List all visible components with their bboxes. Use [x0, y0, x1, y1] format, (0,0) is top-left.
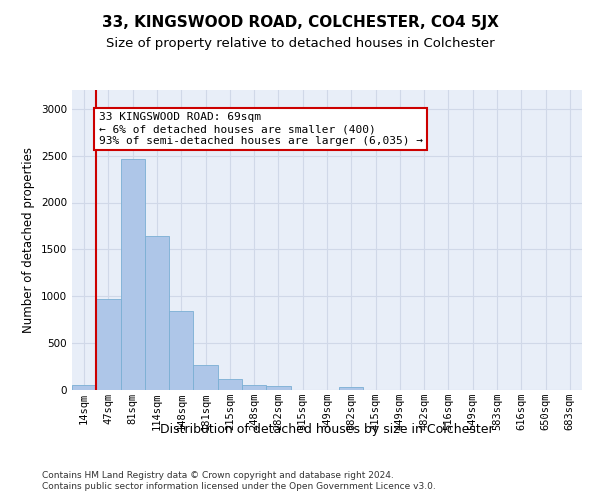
Bar — [72, 385, 96, 390]
Y-axis label: Number of detached properties: Number of detached properties — [22, 147, 35, 333]
Text: 33, KINGSWOOD ROAD, COLCHESTER, CO4 5JX: 33, KINGSWOOD ROAD, COLCHESTER, CO4 5JX — [101, 15, 499, 30]
Bar — [193, 364, 218, 390]
Bar — [218, 379, 242, 390]
Text: Size of property relative to detached houses in Colchester: Size of property relative to detached ho… — [106, 38, 494, 51]
Bar — [169, 311, 193, 390]
Bar — [266, 386, 290, 390]
Bar — [96, 299, 121, 390]
Bar — [145, 236, 169, 390]
Bar — [121, 160, 145, 390]
Bar — [339, 386, 364, 390]
Text: Contains public sector information licensed under the Open Government Licence v3: Contains public sector information licen… — [42, 482, 436, 491]
Text: 33 KINGSWOOD ROAD: 69sqm
← 6% of detached houses are smaller (400)
93% of semi-d: 33 KINGSWOOD ROAD: 69sqm ← 6% of detache… — [99, 112, 423, 146]
Text: Distribution of detached houses by size in Colchester: Distribution of detached houses by size … — [160, 422, 494, 436]
Text: Contains HM Land Registry data © Crown copyright and database right 2024.: Contains HM Land Registry data © Crown c… — [42, 471, 394, 480]
Bar — [242, 385, 266, 390]
